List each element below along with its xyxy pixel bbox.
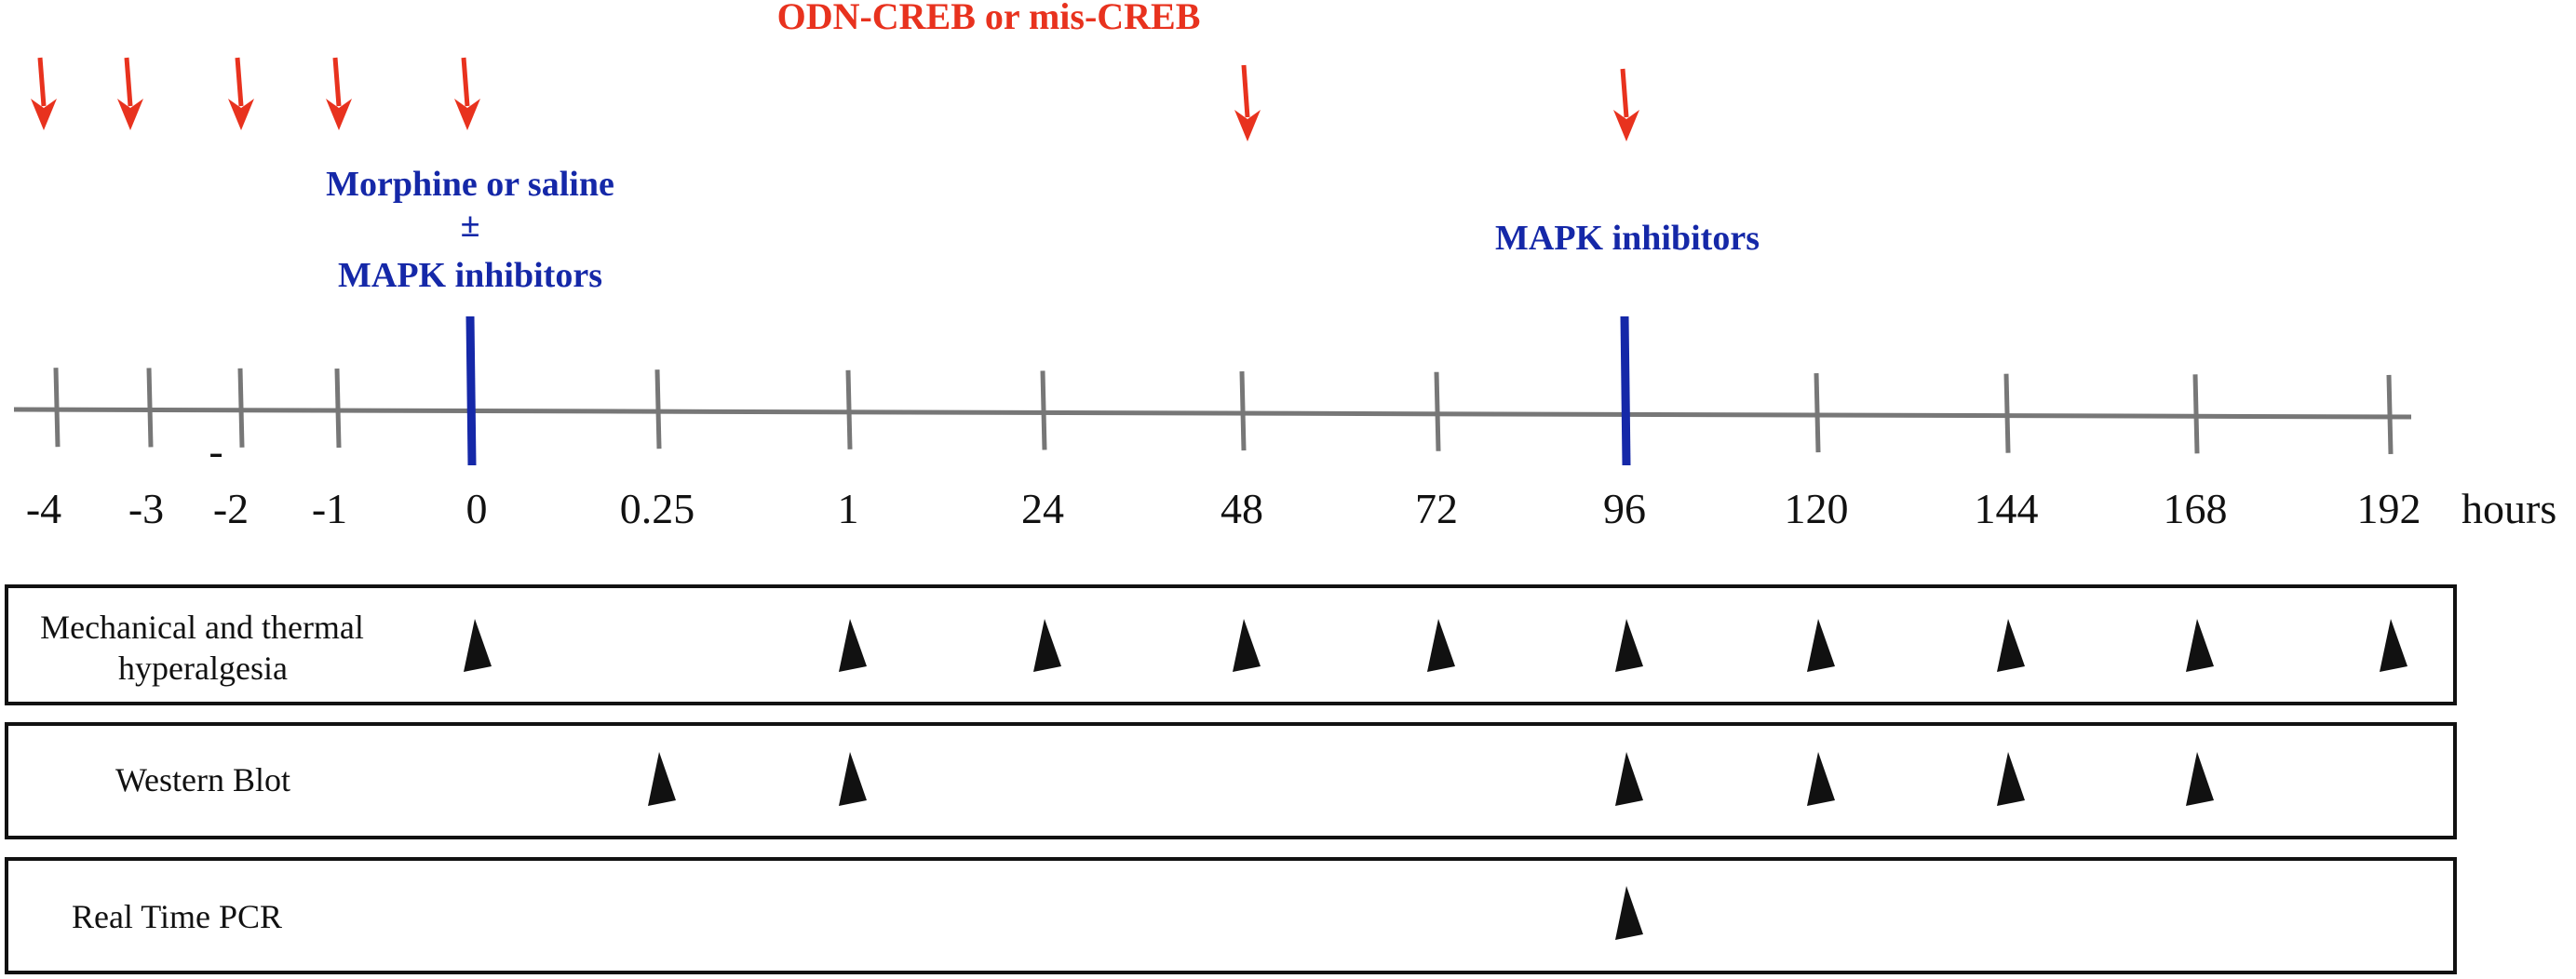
plus-minus-label: ± — [461, 206, 480, 245]
row-label: Western Blot — [115, 761, 290, 798]
marker-96 — [1615, 886, 1643, 940]
marker-96 — [1615, 752, 1643, 806]
red-arrow-0 — [454, 57, 480, 130]
tick-label-192: 192 — [2357, 485, 2421, 532]
tick-label-0: 0 — [466, 485, 488, 532]
tick-label-168: 168 — [2164, 485, 2228, 532]
tick-192 — [2386, 374, 2394, 454]
tick-48 — [1239, 371, 1247, 451]
marker-0 — [464, 619, 492, 672]
tick-label-144: 144 — [1975, 485, 2039, 532]
marker-0.25 — [648, 752, 676, 806]
mapk-inhibitors-label-96: MAPK inhibitors — [1495, 219, 1760, 258]
minus-mark: - — [209, 427, 223, 475]
red-arrow-48 — [1234, 64, 1261, 141]
timeline-tick-labels: -4 -3 -2 -1 0 0.25 1 24 48 72 96 120 144 168 192 — [26, 485, 2421, 532]
marker-168 — [2186, 752, 2214, 806]
red-arrow-96 — [1613, 68, 1639, 141]
red-arrow--3 — [117, 57, 143, 130]
treatment-label: ODN-CREB or mis-CREB — [777, 0, 1201, 37]
row-box — [5, 584, 2457, 705]
blue-marker-0 — [465, 315, 477, 466]
row-label: hyperalgesia — [118, 650, 288, 687]
tick-label-120: 120 — [1785, 485, 1849, 532]
row-3: Real Time PCR — [5, 857, 2457, 974]
tick-0.25 — [654, 369, 662, 449]
red-arrows — [31, 57, 1639, 141]
marker-1 — [839, 619, 867, 672]
mapk-inhibitors-label-0: MAPK inhibitors — [338, 256, 602, 295]
row-box — [5, 722, 2457, 839]
red-arrow--4 — [31, 57, 57, 130]
row-2: Western Blot — [5, 722, 2457, 839]
tick-label-24: 24 — [1021, 485, 1064, 532]
marker-120 — [1807, 619, 1835, 672]
red-arrow--2 — [228, 57, 254, 130]
tick-1 — [845, 369, 853, 449]
tick--3 — [146, 368, 154, 448]
marker-120 — [1807, 752, 1835, 806]
blue-markers — [465, 315, 1631, 466]
marker-96 — [1615, 619, 1643, 672]
tick-label-0.25: 0.25 — [620, 485, 695, 532]
morphine-label: Morphine or saline — [326, 165, 614, 204]
tick-label--2: -2 — [213, 485, 249, 532]
marker-144 — [1997, 619, 2025, 672]
tick-label-48: 48 — [1221, 485, 1263, 532]
tick-label--3: -3 — [128, 485, 164, 532]
tick-label--4: -4 — [26, 485, 61, 532]
tick-label-1: 1 — [838, 485, 859, 532]
tick--1 — [334, 369, 342, 449]
measurement-rows: Mechanical and thermal hyperalgesia Wester… — [5, 584, 2457, 974]
marker-1 — [839, 752, 867, 806]
tick-72 — [1434, 371, 1441, 451]
marker-192 — [2380, 619, 2407, 672]
row-label: Mechanical and thermal — [40, 609, 364, 646]
red-arrow--1 — [326, 57, 352, 130]
marker-24 — [1033, 619, 1061, 672]
tick-120 — [1814, 372, 1821, 453]
marker-72 — [1427, 619, 1455, 672]
marker-48 — [1233, 619, 1261, 672]
blue-marker-96 — [1620, 315, 1631, 466]
tick-label-96: 96 — [1603, 485, 1646, 532]
timeline-ticks — [53, 368, 2394, 454]
marker-144 — [1997, 752, 2025, 806]
tick-24 — [1040, 370, 1047, 450]
tick--4 — [53, 368, 61, 448]
tick--2 — [237, 368, 245, 448]
row-1: Mechanical and thermal hyperalgesia — [5, 584, 2457, 705]
tick-144 — [2003, 373, 2011, 453]
tick-label--1: -1 — [312, 485, 347, 532]
timeline-axis — [13, 407, 2412, 420]
row-label: Real Time PCR — [72, 898, 282, 935]
tick-168 — [2192, 374, 2200, 454]
tick-label-72: 72 — [1415, 485, 1458, 532]
marker-168 — [2186, 619, 2214, 672]
row-box — [5, 857, 2457, 974]
hours-label: hours — [2461, 485, 2556, 532]
